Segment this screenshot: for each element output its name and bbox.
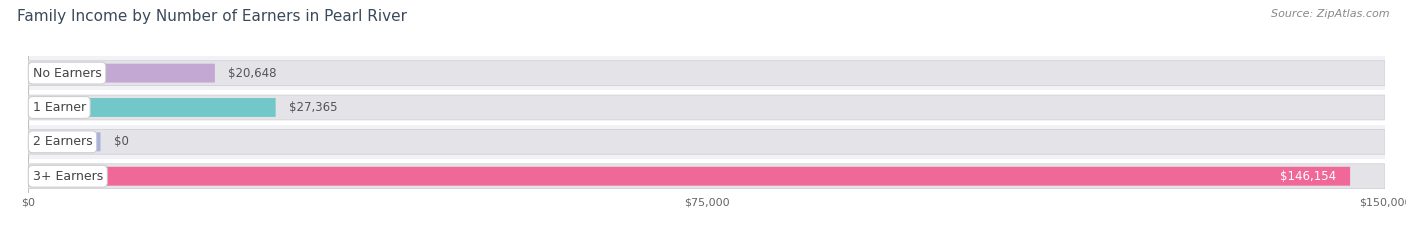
FancyBboxPatch shape (28, 98, 276, 117)
Bar (28, 125, 1385, 159)
FancyBboxPatch shape (28, 64, 215, 82)
FancyBboxPatch shape (28, 132, 100, 151)
Text: $27,365: $27,365 (290, 101, 337, 114)
Text: Source: ZipAtlas.com: Source: ZipAtlas.com (1271, 9, 1389, 19)
Bar (28, 159, 1385, 193)
FancyBboxPatch shape (28, 130, 1385, 154)
Bar (28, 90, 1385, 125)
FancyBboxPatch shape (28, 95, 1385, 120)
Text: $20,648: $20,648 (228, 67, 277, 80)
Text: Family Income by Number of Earners in Pearl River: Family Income by Number of Earners in Pe… (17, 9, 406, 24)
Text: $146,154: $146,154 (1281, 170, 1337, 183)
Text: $0: $0 (114, 135, 129, 148)
Text: No Earners: No Earners (32, 67, 101, 80)
Text: 3+ Earners: 3+ Earners (32, 170, 103, 183)
Bar (28, 56, 1385, 90)
Text: 1 Earner: 1 Earner (32, 101, 86, 114)
FancyBboxPatch shape (28, 164, 1385, 188)
Text: 2 Earners: 2 Earners (32, 135, 93, 148)
FancyBboxPatch shape (28, 167, 1350, 186)
FancyBboxPatch shape (28, 61, 1385, 86)
